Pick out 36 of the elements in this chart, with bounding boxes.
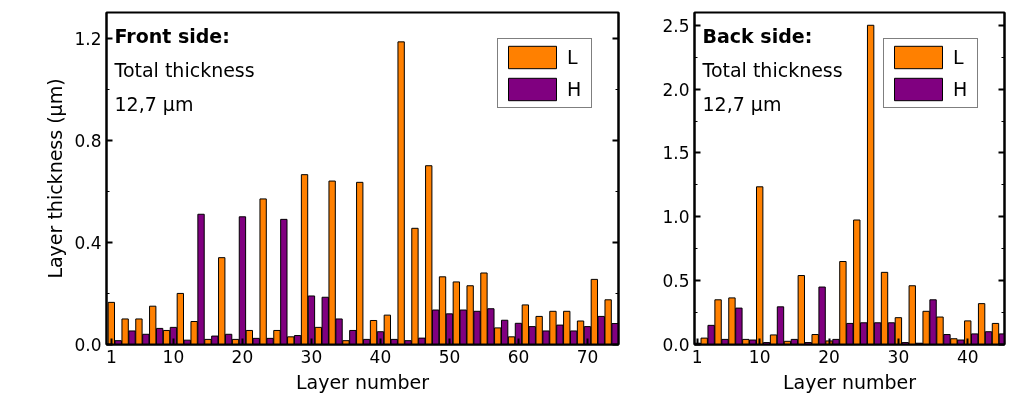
- y-tick-label: 1.2: [74, 28, 102, 49]
- legend-label: H: [567, 77, 583, 102]
- x-tick-label: 10: [748, 346, 771, 367]
- y-tick-label: 0.4: [74, 232, 102, 253]
- y-tick-label: 2.5: [662, 15, 690, 36]
- annotation: Back side:: [702, 24, 813, 47]
- annotation: 12,7 µm: [114, 92, 194, 115]
- x-tick-label: 30: [300, 346, 323, 367]
- x-tick-label: 1: [691, 346, 703, 367]
- annotation: Total thickness: [113, 58, 255, 81]
- legend-label: H: [953, 77, 969, 102]
- x-tick-label: 40: [956, 346, 979, 367]
- y-tick-label: 0.5: [662, 271, 690, 292]
- y-tick-label: 0.8: [74, 130, 102, 151]
- y-tick-label: 0.0: [74, 335, 102, 355]
- x-axis-title: Layer number: [782, 370, 917, 393]
- x-tick-label: 30: [887, 346, 910, 367]
- x-tick-label: 70: [576, 346, 599, 367]
- annotation: 12,7 µm: [702, 92, 782, 115]
- annotation: Front side:: [114, 24, 230, 47]
- y-tick-label: 1.5: [662, 143, 690, 164]
- y-tick-label: 0.0: [662, 335, 690, 355]
- x-tick-label: 20: [231, 346, 254, 367]
- y-tick-label: 1.0: [662, 207, 690, 228]
- x-tick-label: 1: [105, 346, 117, 367]
- y-axis-title: Layer thickness (µm): [44, 78, 67, 279]
- x-tick-label: 60: [507, 346, 530, 367]
- legend-label: L: [953, 45, 965, 70]
- x-tick-label: 10: [162, 346, 185, 367]
- annotation: Total thickness: [701, 58, 843, 81]
- x-tick-label: 50: [438, 346, 461, 367]
- x-tick-label: 20: [818, 346, 840, 367]
- y-tick-label: 2.0: [662, 79, 690, 100]
- x-tick-label: 40: [369, 346, 392, 367]
- x-axis-title: Layer number: [295, 370, 430, 393]
- legend-label: L: [567, 45, 579, 70]
